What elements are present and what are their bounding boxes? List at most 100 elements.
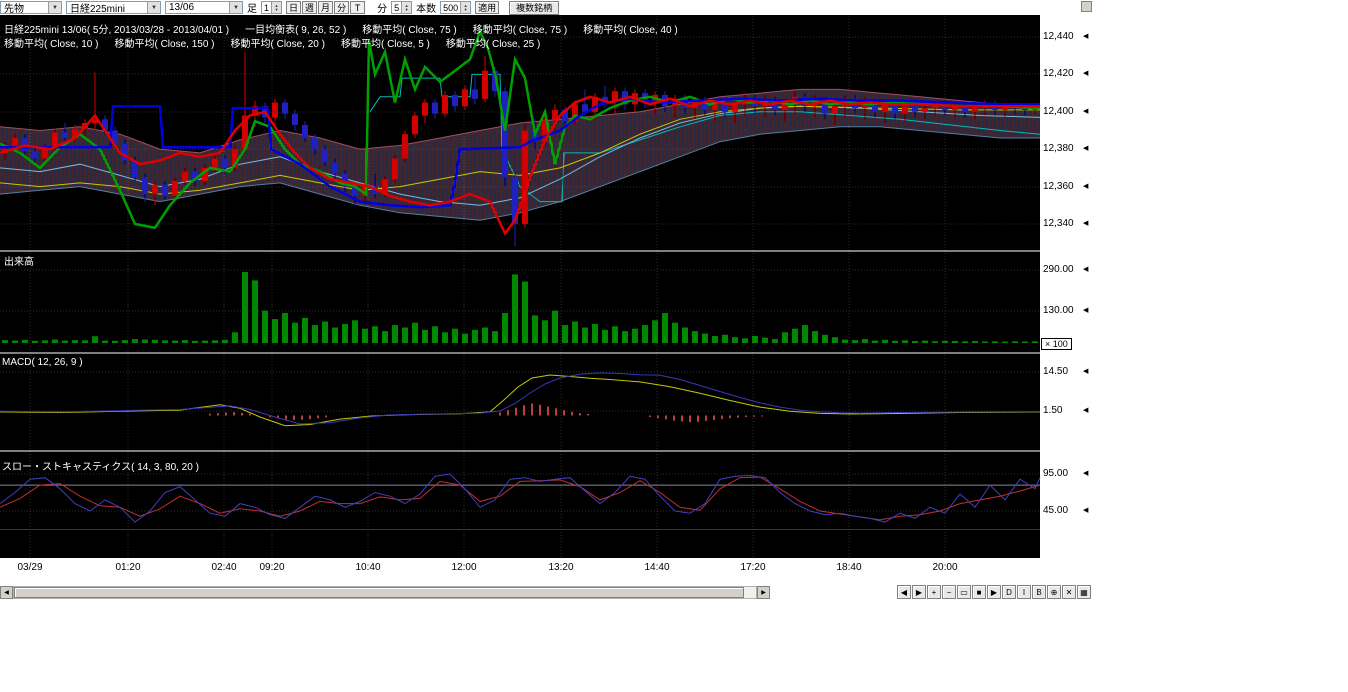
volume-bar (672, 323, 678, 343)
volume-bar (722, 335, 728, 343)
volume-bar (562, 325, 568, 343)
volume-bar (482, 328, 488, 344)
chart-canvas[interactable] (0, 0, 1092, 600)
volume-bar (662, 313, 668, 343)
volume-bar (892, 341, 898, 343)
volume-bar (772, 339, 778, 343)
candle-up (832, 106, 838, 114)
scrollbar-track[interactable] (13, 586, 757, 599)
volume-bar (1032, 341, 1038, 343)
chart-application-window: 先物 ▼ 日経225mini ▼ 13/06 ▼ 足 1 ▲▼ 日週月分T 分 … (0, 0, 1348, 692)
scrollbar-right-arrow-icon[interactable]: ▶ (757, 586, 770, 599)
candle-up (462, 89, 468, 106)
play-icon[interactable]: ▶ (987, 585, 1001, 599)
scrollbar-left-arrow-icon[interactable]: ◀ (0, 586, 13, 599)
candle-down (322, 149, 328, 162)
volume-bar (712, 336, 718, 343)
volume-bar (1022, 342, 1028, 344)
step-right-icon[interactable]: ▶ (912, 585, 926, 599)
range-icon[interactable]: ▭ (957, 585, 971, 599)
step-left-icon[interactable]: ◀ (897, 585, 911, 599)
volume-bar (602, 330, 608, 343)
candle-up (902, 106, 908, 114)
volume-bar (642, 325, 648, 343)
volume-bar (82, 340, 88, 343)
volume-bar (232, 332, 238, 343)
candle-up (412, 116, 418, 135)
volume-bar (312, 325, 318, 343)
candle-up (272, 103, 278, 118)
candle-up (172, 181, 178, 196)
volume-bar (12, 341, 18, 343)
volume-bar (582, 328, 588, 344)
volume-bar (372, 326, 378, 343)
volume-bar (702, 334, 708, 343)
volume-bar (952, 341, 958, 343)
volume-bar (262, 311, 268, 343)
volume-bar (622, 331, 628, 343)
crosshair-icon[interactable]: ⊕ (1047, 585, 1061, 599)
volume-bar (192, 341, 198, 343)
volume-bar (42, 340, 48, 343)
volume-bar (542, 320, 548, 343)
volume-bar (942, 341, 948, 343)
volume-bar (452, 329, 458, 343)
volume-bar (752, 336, 758, 343)
volume-bar (632, 329, 638, 343)
volume-bar (852, 340, 858, 343)
volume-bar (512, 274, 518, 343)
volume-bar (142, 340, 148, 343)
volume-bar (252, 280, 258, 343)
volume-bar (202, 341, 208, 343)
candle-down (292, 114, 298, 125)
candle-down (142, 177, 148, 194)
candle-up (882, 104, 888, 112)
candle-down (32, 151, 38, 159)
candle-up (182, 172, 188, 181)
volume-bar (462, 334, 468, 343)
volume-bar (272, 319, 278, 343)
zoom-out-icon[interactable]: − (942, 585, 956, 599)
volume-bar (362, 329, 368, 343)
volume-bar (122, 340, 128, 343)
horizontal-scrollbar[interactable]: ◀ ▶ (0, 586, 771, 600)
volume-bar (1012, 341, 1018, 343)
close-icon[interactable]: ✕ (1062, 585, 1076, 599)
stop-icon[interactable]: ■ (972, 585, 986, 599)
volume-bar (932, 341, 938, 343)
volume-bar (22, 340, 28, 343)
candle-up (442, 95, 448, 114)
volume-bar (422, 330, 428, 343)
volume-bar (922, 341, 928, 343)
volume-bar (902, 340, 908, 343)
volume-bar (292, 323, 298, 343)
candle-up (552, 110, 558, 119)
volume-bar (182, 340, 188, 343)
candle-up (402, 134, 408, 158)
chart-tool-button-bar: ◀▶+−▭■▶DIB⊕✕▦ (896, 585, 1091, 599)
volume-bar (442, 332, 448, 343)
draw-mode-icon[interactable]: D (1002, 585, 1016, 599)
volume-bar (412, 323, 418, 343)
zoom-in-icon[interactable]: + (927, 585, 941, 599)
candle-down (162, 185, 168, 196)
candle-up (152, 185, 158, 194)
volume-bar (1002, 342, 1008, 344)
volume-bar (222, 340, 228, 343)
volume-bar (522, 282, 528, 343)
candle-down (912, 106, 918, 112)
volume-bar (392, 325, 398, 343)
volume-bar (912, 341, 918, 343)
volume-bar (822, 335, 828, 343)
bar-mode-icon[interactable]: B (1032, 585, 1046, 599)
volume-bar (962, 341, 968, 343)
volume-bar (782, 332, 788, 343)
indicator-icon[interactable]: I (1017, 585, 1031, 599)
volume-bar (2, 340, 8, 343)
scrollbar-thumb[interactable] (14, 587, 744, 598)
volume-bar (502, 313, 508, 343)
volume-bar (332, 328, 338, 344)
candle-down (282, 103, 288, 114)
volume-bar (102, 341, 108, 343)
grid-icon[interactable]: ▦ (1077, 585, 1091, 599)
